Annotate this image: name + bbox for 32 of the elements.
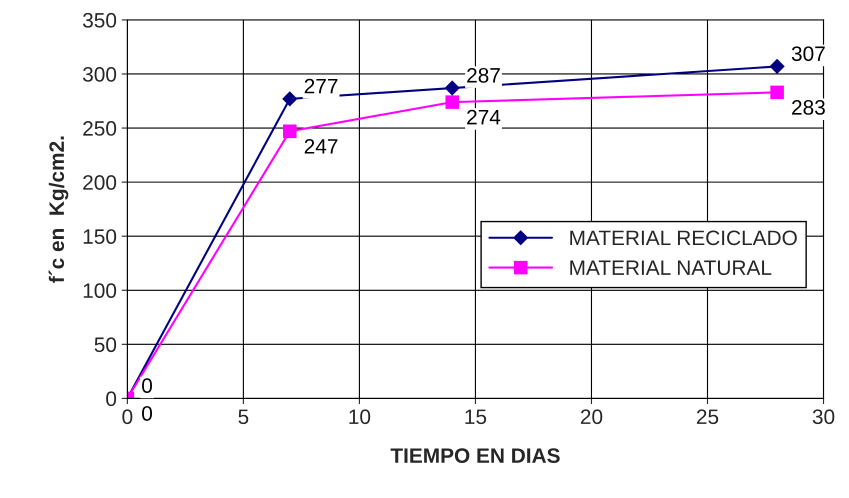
y-tick-label: 200 bbox=[83, 175, 116, 190]
y-tick-label: 150 bbox=[84, 229, 116, 244]
y-tick-label: 250 bbox=[83, 121, 116, 136]
data-label: 307 bbox=[792, 46, 825, 62]
x-tick-label: 5 bbox=[238, 410, 248, 424]
y-tick-label: 50 bbox=[94, 337, 116, 352]
data-label: 287 bbox=[467, 68, 500, 83]
x-axis-title: TIEMPO EN DIAS bbox=[390, 448, 560, 463]
x-tick-label: 15 bbox=[465, 410, 486, 424]
point bbox=[283, 124, 297, 138]
data-label: 277 bbox=[304, 78, 338, 94]
x-tick-label: 10 bbox=[349, 409, 370, 424]
legend-label: MATERIAL NATURAL bbox=[570, 260, 772, 276]
point bbox=[444, 80, 460, 96]
point bbox=[282, 91, 298, 106]
point bbox=[770, 59, 785, 74]
y-tick-label: 300 bbox=[82, 66, 116, 82]
y-tick-label: 0 bbox=[106, 391, 116, 406]
x-tick-label: 30 bbox=[812, 409, 834, 424]
x-tick-label: 0 bbox=[122, 409, 132, 424]
y-tick-label: 100 bbox=[84, 283, 116, 298]
data-label: 274 bbox=[467, 110, 500, 124]
data-label: 247 bbox=[304, 138, 338, 154]
legend-label: MATERIAL RECICLADO bbox=[570, 230, 797, 246]
x-tick-label: 20 bbox=[580, 409, 602, 424]
point bbox=[445, 95, 460, 109]
data-label: 283 bbox=[792, 100, 825, 115]
x-tick-label: 25 bbox=[696, 409, 718, 424]
y-axis-title: f´c en Kg/cm2. bbox=[48, 136, 68, 283]
point bbox=[770, 86, 784, 100]
y-tick-label: 350 bbox=[82, 12, 116, 28]
data-label: 0 bbox=[142, 378, 152, 394]
